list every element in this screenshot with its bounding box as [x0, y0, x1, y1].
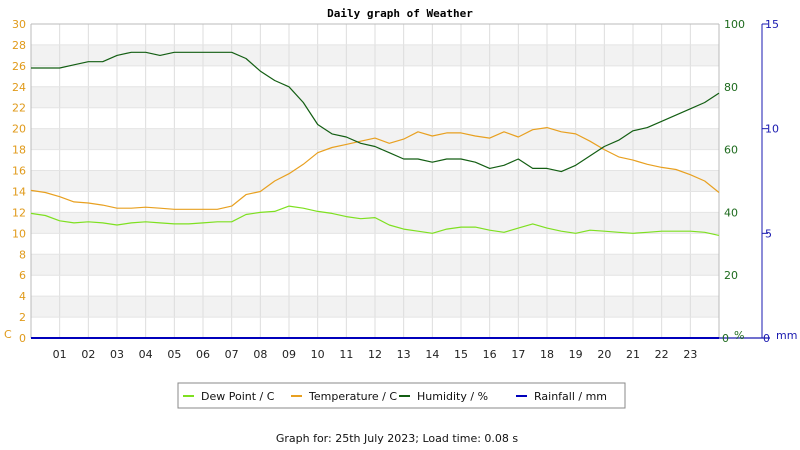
left-axis-unit: C — [4, 328, 12, 341]
humidity-tick-label: 0 — [722, 332, 729, 345]
humidity-axis-ticks: 0 20 40 60 80 100 — [722, 18, 745, 345]
series-humidity-line — [31, 51, 720, 173]
x-tick-label: 15 — [454, 348, 468, 361]
humidity-tick-label: 100 — [724, 18, 745, 31]
left-tick-label: 28 — [12, 39, 26, 52]
left-tick-label: 12 — [12, 206, 26, 219]
humidity-tick-label: 40 — [724, 206, 738, 219]
chart-title: Daily graph of Weather — [327, 7, 473, 20]
x-tick-label: 16 — [483, 348, 497, 361]
left-tick-label: 10 — [12, 227, 26, 240]
legend-entry: Humidity / % — [417, 390, 488, 403]
left-tick-label: 30 — [12, 18, 26, 31]
x-tick-label: 17 — [511, 348, 525, 361]
x-tick-label: 02 — [81, 348, 95, 361]
x-tick-label: 12 — [368, 348, 382, 361]
left-tick-label: 8 — [19, 248, 26, 261]
humidity-tick-label: 20 — [724, 269, 738, 282]
rainfall-tick-label: 15 — [765, 18, 779, 31]
left-tick-label: 4 — [19, 290, 26, 303]
x-tick-label: 06 — [196, 348, 210, 361]
left-tick-label: 24 — [12, 81, 26, 94]
x-tick-label: 04 — [139, 348, 153, 361]
left-tick-label: 6 — [19, 269, 26, 282]
x-tick-label: 03 — [110, 348, 124, 361]
left-tick-label: 14 — [12, 185, 26, 198]
rainfall-axis-ticks: 0 5 10 15 — [762, 18, 779, 345]
series-dew-point-c-line — [30, 205, 720, 236]
legend-entry: Dew Point / C — [201, 390, 275, 403]
rainfall-tick-label: 0 — [763, 332, 770, 345]
left-tick-label: 26 — [12, 60, 26, 73]
x-tick-label: 10 — [311, 348, 325, 361]
legend: Dew Point / C Temperature / C Humidity / %… — [177, 382, 626, 409]
x-tick-label: 18 — [540, 348, 554, 361]
x-tick-label: 13 — [397, 348, 411, 361]
humidity-axis-unit: % — [734, 329, 744, 342]
left-tick-label: 16 — [12, 165, 26, 178]
left-tick-label: 2 — [19, 311, 26, 324]
humidity-tick-label: 60 — [724, 144, 738, 157]
x-tick-label: 14 — [425, 348, 439, 361]
x-axis-ticks: 01 02 03 04 05 06 07 08 09 10 11 12 13 14 15 16 17 18 19 20… — [53, 348, 698, 361]
x-tick-label: 05 — [167, 348, 181, 361]
x-tick-label: 07 — [225, 348, 239, 361]
x-tick-label: 08 — [253, 348, 267, 361]
rainfall-axis-unit: mm — [776, 329, 797, 342]
x-tick-label: 20 — [597, 348, 611, 361]
humidity-tick-label: 80 — [724, 81, 738, 94]
x-tick-label: 21 — [626, 348, 640, 361]
rainfall-tick-label: 5 — [765, 227, 772, 240]
footer-text: Graph for: 25th July 2023; Load time: 0.… — [276, 432, 519, 445]
x-tick-label: 09 — [282, 348, 296, 361]
x-tick-label: 22 — [655, 348, 669, 361]
legend-entry: Temperature / C — [308, 390, 397, 403]
series-lines — [30, 51, 720, 339]
x-tick-label: 11 — [339, 348, 353, 361]
series-temperature-c-line — [30, 126, 720, 210]
left-tick-label: 20 — [12, 123, 26, 136]
rainfall-tick-label: 10 — [765, 123, 779, 136]
legend-entry: Rainfall / mm — [534, 390, 607, 403]
left-tick-label: 0 — [19, 332, 26, 345]
x-tick-label: 01 — [53, 348, 67, 361]
left-tick-label: 18 — [12, 144, 26, 157]
x-tick-label: 23 — [683, 348, 697, 361]
left-tick-label: 22 — [12, 102, 26, 115]
x-tick-label: 19 — [569, 348, 583, 361]
